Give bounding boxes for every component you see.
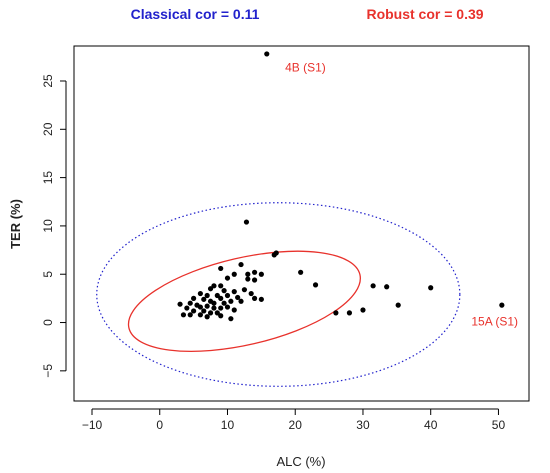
x-tick-label: 20 (289, 418, 303, 432)
y-axis-label: TER (%) (8, 199, 23, 249)
data-point (204, 303, 210, 309)
data-point (231, 271, 237, 277)
data-point (395, 302, 401, 308)
data-point (238, 298, 244, 304)
data-point (214, 292, 220, 299)
points-layer (177, 51, 505, 322)
data-point (228, 298, 234, 304)
data-point (201, 296, 207, 302)
data-point (221, 288, 227, 294)
data-point (271, 252, 277, 258)
data-point (221, 300, 227, 306)
data-point (231, 307, 237, 313)
data-point (184, 305, 190, 311)
robust-correlation-label: Robust cor = 0.39 (366, 6, 483, 22)
data-point (201, 308, 207, 314)
y-tick-label: 0 (41, 319, 55, 326)
data-point (218, 295, 224, 301)
plot-frame (73, 45, 530, 402)
data-point (191, 308, 197, 314)
data-point (243, 219, 250, 225)
data-point (204, 292, 210, 299)
data-point (197, 312, 203, 318)
y-tick-label: 20 (41, 122, 55, 136)
data-point (224, 304, 231, 310)
data-point (241, 287, 248, 293)
data-point (235, 294, 241, 301)
data-point (177, 301, 183, 307)
data-point (248, 290, 254, 297)
data-point (499, 302, 505, 308)
data-point (258, 296, 264, 302)
data-point (218, 313, 224, 319)
data-point (231, 289, 237, 295)
data-point (224, 292, 231, 299)
y-tick-label: 15 (41, 171, 55, 185)
x-tick-label: 0 (156, 418, 163, 432)
data-point (245, 271, 251, 277)
data-point (346, 310, 353, 316)
x-tick-label: 50 (492, 418, 506, 432)
x-tick-label: 30 (356, 418, 370, 432)
data-point (312, 282, 319, 288)
data-point (207, 286, 214, 292)
classical-correlation-label: Classical cor = 0.11 (131, 6, 260, 22)
data-point (238, 261, 244, 268)
data-point (204, 314, 210, 320)
data-point (197, 304, 203, 310)
x-tick-label: −10 (82, 418, 103, 432)
data-point (245, 276, 251, 282)
robust-ellipse (127, 250, 361, 352)
data-point (180, 312, 187, 318)
x-tick-label: 10 (221, 418, 235, 432)
annotation-label: 15A (S1) (471, 314, 518, 328)
data-point (187, 300, 193, 306)
data-point (187, 312, 193, 318)
data-point (428, 285, 434, 291)
y-tick-label: 10 (41, 219, 55, 233)
classical-ellipse (96, 202, 461, 387)
data-point (360, 307, 366, 313)
y-tick-label: 5 (41, 271, 55, 278)
data-point (218, 283, 224, 289)
x-axis: −10 0 10 20 30 40 50 (82, 408, 506, 432)
x-tick-label: 40 (424, 418, 438, 432)
data-point (384, 284, 390, 290)
data-point (218, 305, 224, 311)
annotation-label: 4B (S1) (285, 60, 326, 74)
data-point (211, 305, 217, 311)
x-axis-label: ALC (%) (276, 454, 325, 469)
data-point (214, 310, 220, 316)
data-point (211, 300, 217, 306)
y-tick-label: −5 (41, 364, 55, 378)
data-point (207, 310, 214, 316)
data-point (370, 283, 376, 289)
data-point (251, 269, 258, 275)
data-point (211, 283, 217, 289)
data-point (251, 277, 258, 283)
data-point (191, 295, 197, 301)
data-point (258, 271, 264, 277)
y-tick-label: 25 (41, 74, 55, 88)
ellipses-layer (96, 202, 461, 387)
annotations-layer: 4B (S1) 15A (S1) (285, 60, 518, 328)
data-point (228, 316, 234, 322)
data-point (333, 310, 339, 316)
y-axis: −5 0 5 10 15 20 25 (41, 74, 67, 378)
data-point (197, 290, 203, 297)
data-point (224, 275, 231, 281)
data-point (251, 295, 258, 301)
data-point (264, 51, 270, 57)
data-point (218, 265, 224, 272)
data-point (298, 269, 304, 275)
